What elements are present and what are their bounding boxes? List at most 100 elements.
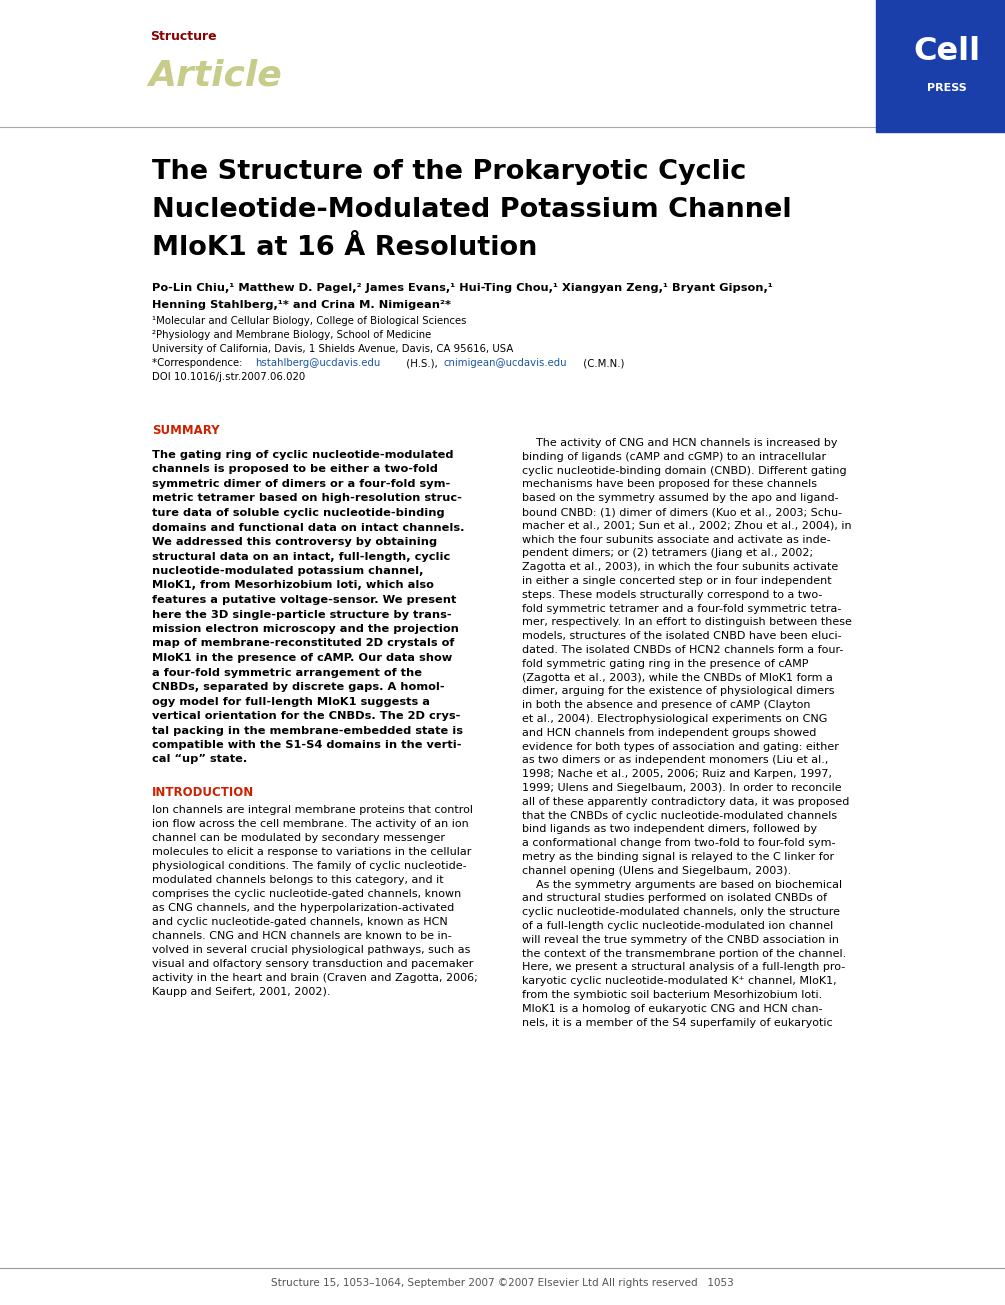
- Text: mechanisms have been proposed for these channels: mechanisms have been proposed for these …: [522, 479, 817, 489]
- Text: Cell: Cell: [914, 37, 980, 68]
- Text: cyclic nucleotide-binding domain (CNBD). Different gating: cyclic nucleotide-binding domain (CNBD).…: [522, 466, 846, 475]
- Text: and HCN channels from independent groups showed: and HCN channels from independent groups…: [522, 728, 816, 737]
- Text: bind ligands as two independent dimers, followed by: bind ligands as two independent dimers, …: [522, 825, 817, 834]
- Text: channels is proposed to be either a two-fold: channels is proposed to be either a two-…: [152, 465, 438, 475]
- Text: binding of ligands (cAMP and cGMP) to an intracellular: binding of ligands (cAMP and cGMP) to an…: [522, 452, 826, 462]
- Text: MloK1, from Mesorhizobium loti, which also: MloK1, from Mesorhizobium loti, which al…: [152, 581, 434, 590]
- Text: Ion channels are integral membrane proteins that control: Ion channels are integral membrane prote…: [152, 805, 473, 816]
- Text: and cyclic nucleotide-gated channels, known as HCN: and cyclic nucleotide-gated channels, kn…: [152, 917, 448, 927]
- Text: channel can be modulated by secondary messenger: channel can be modulated by secondary me…: [152, 833, 445, 843]
- Text: cal “up” state.: cal “up” state.: [152, 754, 247, 765]
- Text: PRESS: PRESS: [927, 84, 967, 93]
- Text: The gating ring of cyclic nucleotide-modulated: The gating ring of cyclic nucleotide-mod…: [152, 450, 453, 459]
- Text: mission electron microscopy and the projection: mission electron microscopy and the proj…: [152, 624, 459, 634]
- Text: cyclic nucleotide-modulated channels, only the structure: cyclic nucleotide-modulated channels, on…: [522, 907, 840, 917]
- Text: Henning Stahlberg,¹* and Crina M. Nimigean²*: Henning Stahlberg,¹* and Crina M. Nimige…: [152, 300, 451, 311]
- Text: (Zagotta et al., 2003), while the CNBDs of MloK1 form a: (Zagotta et al., 2003), while the CNBDs …: [522, 672, 833, 683]
- Text: Po-Lin Chiu,¹ Matthew D. Pagel,² James Evans,¹ Hui-Ting Chou,¹ Xiangyan Zeng,¹ B: Po-Lin Chiu,¹ Matthew D. Pagel,² James E…: [152, 283, 773, 294]
- Text: compatible with the S1-S4 domains in the verti-: compatible with the S1-S4 domains in the…: [152, 740, 461, 750]
- Text: 1998; Nache et al., 2005, 2006; Ruiz and Karpen, 1997,: 1998; Nache et al., 2005, 2006; Ruiz and…: [522, 769, 832, 779]
- Text: and structural studies performed on isolated CNBDs of: and structural studies performed on isol…: [522, 894, 827, 903]
- Text: dated. The isolated CNBDs of HCN2 channels form a four-: dated. The isolated CNBDs of HCN2 channe…: [522, 645, 843, 655]
- Text: as CNG channels, and the hyperpolarization-activated: as CNG channels, and the hyperpolarizati…: [152, 903, 454, 914]
- Text: of a full-length cyclic nucleotide-modulated ion channel: of a full-length cyclic nucleotide-modul…: [522, 921, 833, 930]
- Text: from the symbiotic soil bacterium Mesorhizobium loti.: from the symbiotic soil bacterium Mesorh…: [522, 990, 822, 1000]
- Bar: [876, 0, 1005, 132]
- Text: INTRODUCTION: INTRODUCTION: [152, 786, 254, 799]
- Text: *Correspondence:: *Correspondence:: [152, 358, 245, 368]
- Text: modulated channels belongs to this category, and it: modulated channels belongs to this categ…: [152, 874, 443, 885]
- Text: University of California, Davis, 1 Shields Avenue, Davis, CA 95616, USA: University of California, Davis, 1 Shiel…: [152, 345, 514, 354]
- Text: models, structures of the isolated CNBD have been eluci-: models, structures of the isolated CNBD …: [522, 632, 841, 641]
- Text: ion flow across the cell membrane. The activity of an ion: ion flow across the cell membrane. The a…: [152, 820, 468, 829]
- Text: domains and functional data on intact channels.: domains and functional data on intact ch…: [152, 522, 464, 532]
- Text: SUMMARY: SUMMARY: [152, 424, 220, 436]
- Text: et al., 2004). Electrophysiological experiments on CNG: et al., 2004). Electrophysiological expe…: [522, 714, 827, 724]
- Text: We addressed this controversy by obtaining: We addressed this controversy by obtaini…: [152, 536, 437, 547]
- Text: DOI 10.1016/j.str.2007.06.020: DOI 10.1016/j.str.2007.06.020: [152, 372, 306, 382]
- Text: MloK1 is a homolog of eukaryotic CNG and HCN chan-: MloK1 is a homolog of eukaryotic CNG and…: [522, 1004, 823, 1014]
- Text: mer, respectively. In an effort to distinguish between these: mer, respectively. In an effort to disti…: [522, 617, 852, 628]
- Text: a conformational change from two-fold to four-fold sym-: a conformational change from two-fold to…: [522, 838, 835, 848]
- Text: a four-fold symmetric arrangement of the: a four-fold symmetric arrangement of the: [152, 667, 422, 677]
- Text: hstahlberg@ucdavis.edu: hstahlberg@ucdavis.edu: [255, 358, 380, 368]
- Text: evidence for both types of association and gating: either: evidence for both types of association a…: [522, 741, 839, 752]
- Text: which the four subunits associate and activate as inde-: which the four subunits associate and ac…: [522, 535, 830, 544]
- Text: Structure: Structure: [150, 30, 217, 43]
- Text: ²Physiology and Membrane Biology, School of Medicine: ²Physiology and Membrane Biology, School…: [152, 330, 431, 341]
- Text: (H.S.),: (H.S.),: [403, 358, 441, 368]
- Text: physiological conditions. The family of cyclic nucleotide-: physiological conditions. The family of …: [152, 861, 466, 870]
- Text: macher et al., 2001; Sun et al., 2002; Zhou et al., 2004), in: macher et al., 2001; Sun et al., 2002; Z…: [522, 521, 851, 531]
- Text: dimer, arguing for the existence of physiological dimers: dimer, arguing for the existence of phys…: [522, 686, 834, 697]
- Text: metry as the binding signal is relayed to the C linker for: metry as the binding signal is relayed t…: [522, 852, 834, 863]
- Text: Structure 15, 1053–1064, September 2007 ©2007 Elsevier Ltd All rights reserved  : Structure 15, 1053–1064, September 2007 …: [271, 1278, 734, 1288]
- Text: visual and olfactory sensory transduction and pacemaker: visual and olfactory sensory transductio…: [152, 959, 473, 970]
- Text: all of these apparently contradictory data, it was proposed: all of these apparently contradictory da…: [522, 797, 849, 806]
- Text: Kaupp and Seifert, 2001, 2002).: Kaupp and Seifert, 2001, 2002).: [152, 987, 331, 997]
- Text: structural data on an intact, full-length, cyclic: structural data on an intact, full-lengt…: [152, 552, 450, 561]
- Text: that the CNBDs of cyclic nucleotide-modulated channels: that the CNBDs of cyclic nucleotide-modu…: [522, 810, 837, 821]
- Text: nels, it is a member of the S4 superfamily of eukaryotic: nels, it is a member of the S4 superfami…: [522, 1018, 832, 1027]
- Text: metric tetramer based on high-resolution struc-: metric tetramer based on high-resolution…: [152, 493, 462, 504]
- Text: as two dimers or as independent monomers (Liu et al.,: as two dimers or as independent monomers…: [522, 756, 828, 766]
- Text: ture data of soluble cyclic nucleotide-binding: ture data of soluble cyclic nucleotide-b…: [152, 508, 444, 518]
- Text: Article: Article: [148, 59, 281, 93]
- Text: (C.M.N.): (C.M.N.): [580, 358, 624, 368]
- Text: As the symmetry arguments are based on biochemical: As the symmetry arguments are based on b…: [522, 880, 842, 890]
- Text: molecules to elicit a response to variations in the cellular: molecules to elicit a response to variat…: [152, 847, 471, 857]
- Text: The Structure of the Prokaryotic Cyclic: The Structure of the Prokaryotic Cyclic: [152, 159, 747, 185]
- Text: Zagotta et al., 2003), in which the four subunits activate: Zagotta et al., 2003), in which the four…: [522, 562, 838, 572]
- Text: Here, we present a structural analysis of a full-length pro-: Here, we present a structural analysis o…: [522, 962, 845, 972]
- Text: comprises the cyclic nucleotide-gated channels, known: comprises the cyclic nucleotide-gated ch…: [152, 889, 461, 899]
- Text: karyotic cyclic nucleotide-modulated K⁺ channel, MloK1,: karyotic cyclic nucleotide-modulated K⁺ …: [522, 976, 836, 987]
- Text: tal packing in the membrane-embedded state is: tal packing in the membrane-embedded sta…: [152, 726, 463, 736]
- Text: channel opening (Ulens and Siegelbaum, 2003).: channel opening (Ulens and Siegelbaum, 2…: [522, 865, 791, 876]
- Text: channels. CNG and HCN channels are known to be in-: channels. CNG and HCN channels are known…: [152, 930, 452, 941]
- Text: pendent dimers; or (2) tetramers (Jiang et al., 2002;: pendent dimers; or (2) tetramers (Jiang …: [522, 548, 813, 559]
- Text: the context of the transmembrane portion of the channel.: the context of the transmembrane portion…: [522, 949, 846, 959]
- Text: fold symmetric tetramer and a four-fold symmetric tetra-: fold symmetric tetramer and a four-fold …: [522, 604, 841, 613]
- Text: symmetric dimer of dimers or a four-fold sym-: symmetric dimer of dimers or a four-fold…: [152, 479, 450, 489]
- Text: here the 3D single-particle structure by trans-: here the 3D single-particle structure by…: [152, 609, 451, 620]
- Text: ogy model for full-length MloK1 suggests a: ogy model for full-length MloK1 suggests…: [152, 697, 430, 706]
- Text: in either a single concerted step or in four independent: in either a single concerted step or in …: [522, 576, 831, 586]
- Text: volved in several crucial physiological pathways, such as: volved in several crucial physiological …: [152, 945, 470, 955]
- Text: nucleotide-modulated potassium channel,: nucleotide-modulated potassium channel,: [152, 566, 423, 576]
- Text: Nucleotide-Modulated Potassium Channel: Nucleotide-Modulated Potassium Channel: [152, 197, 792, 223]
- Text: MloK1 in the presence of cAMP. Our data show: MloK1 in the presence of cAMP. Our data …: [152, 652, 452, 663]
- Text: 1999; Ulens and Siegelbaum, 2003). In order to reconcile: 1999; Ulens and Siegelbaum, 2003). In or…: [522, 783, 841, 793]
- Text: cnimigean@ucdavis.edu: cnimigean@ucdavis.edu: [444, 358, 568, 368]
- Text: steps. These models structurally correspond to a two-: steps. These models structurally corresp…: [522, 590, 822, 600]
- Text: in both the absence and presence of cAMP (Clayton: in both the absence and presence of cAMP…: [522, 701, 810, 710]
- Text: features a putative voltage-sensor. We present: features a putative voltage-sensor. We p…: [152, 595, 456, 606]
- Text: based on the symmetry assumed by the apo and ligand-: based on the symmetry assumed by the apo…: [522, 493, 838, 504]
- Text: map of membrane-reconstituted 2D crystals of: map of membrane-reconstituted 2D crystal…: [152, 638, 454, 649]
- Text: The activity of CNG and HCN channels is increased by: The activity of CNG and HCN channels is …: [522, 438, 837, 448]
- Text: CNBDs, separated by discrete gaps. A homol-: CNBDs, separated by discrete gaps. A hom…: [152, 683, 444, 692]
- Text: fold symmetric gating ring in the presence of cAMP: fold symmetric gating ring in the presen…: [522, 659, 808, 668]
- Text: ¹Molecular and Cellular Biology, College of Biological Sciences: ¹Molecular and Cellular Biology, College…: [152, 316, 466, 326]
- Text: activity in the heart and brain (Craven and Zagotta, 2006;: activity in the heart and brain (Craven …: [152, 974, 477, 983]
- Text: vertical orientation for the CNBDs. The 2D crys-: vertical orientation for the CNBDs. The …: [152, 711, 460, 720]
- Text: MloK1 at 16 Å Resolution: MloK1 at 16 Å Resolution: [152, 235, 538, 261]
- Text: will reveal the true symmetry of the CNBD association in: will reveal the true symmetry of the CNB…: [522, 934, 839, 945]
